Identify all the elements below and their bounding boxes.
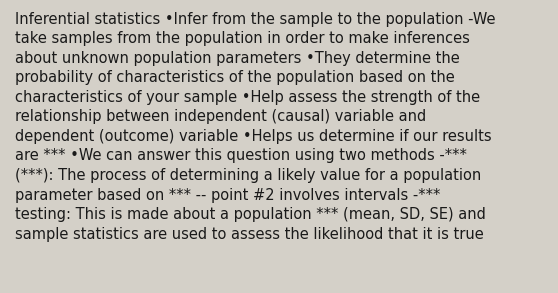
Text: Inferential statistics •Infer from the sample to the population -We
take samples: Inferential statistics •Infer from the s… [16,11,496,242]
